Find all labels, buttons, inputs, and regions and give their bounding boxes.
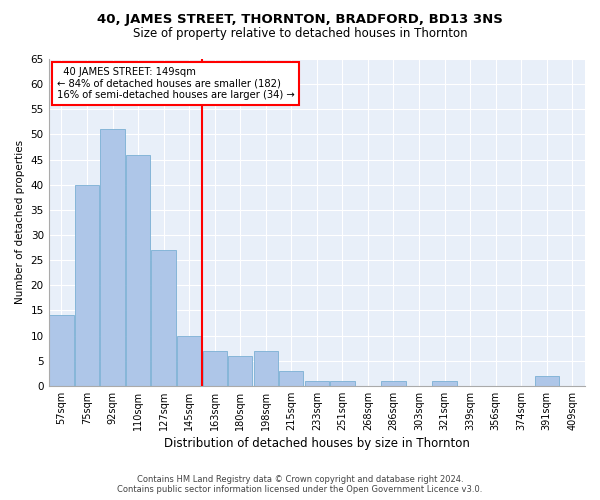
Bar [228, 356, 253, 386]
Bar [151, 250, 176, 386]
Text: Size of property relative to detached houses in Thornton: Size of property relative to detached ho… [133, 28, 467, 40]
Text: Contains HM Land Registry data © Crown copyright and database right 2024.
Contai: Contains HM Land Registry data © Crown c… [118, 474, 482, 494]
Bar [75, 184, 99, 386]
Bar [330, 381, 355, 386]
Bar [177, 336, 201, 386]
Text: 40, JAMES STREET, THORNTON, BRADFORD, BD13 3NS: 40, JAMES STREET, THORNTON, BRADFORD, BD… [97, 12, 503, 26]
Bar [305, 381, 329, 386]
Bar [279, 370, 304, 386]
Bar [535, 376, 559, 386]
Y-axis label: Number of detached properties: Number of detached properties [15, 140, 25, 304]
Bar [382, 381, 406, 386]
Text: 40 JAMES STREET: 149sqm
← 84% of detached houses are smaller (182)
16% of semi-d: 40 JAMES STREET: 149sqm ← 84% of detache… [57, 67, 295, 100]
Bar [100, 130, 125, 386]
Bar [126, 154, 150, 386]
Bar [49, 316, 74, 386]
X-axis label: Distribution of detached houses by size in Thornton: Distribution of detached houses by size … [164, 437, 470, 450]
Bar [254, 350, 278, 386]
Bar [203, 350, 227, 386]
Bar [433, 381, 457, 386]
